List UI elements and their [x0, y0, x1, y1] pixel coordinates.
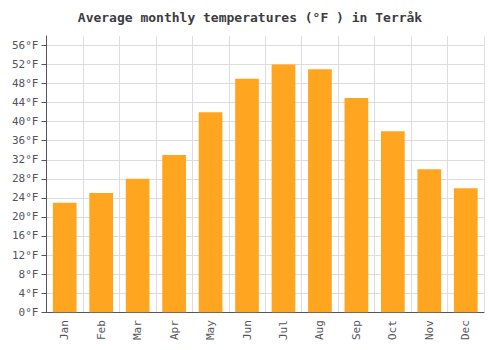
svg-text:Dec: Dec [459, 320, 472, 340]
svg-text:May: May [204, 320, 217, 340]
svg-text:Jan: Jan [58, 320, 71, 340]
svg-text:8°F: 8°F [19, 268, 39, 281]
svg-text:Average monthly temperatures (: Average monthly temperatures (°F ) in Te… [78, 10, 423, 25]
svg-text:56°F: 56°F [12, 39, 39, 52]
svg-text:32°F: 32°F [12, 153, 39, 166]
svg-text:24°F: 24°F [12, 191, 39, 204]
svg-text:0°F: 0°F [19, 306, 39, 319]
svg-text:Sep: Sep [350, 320, 363, 340]
svg-text:4°F: 4°F [19, 287, 39, 300]
svg-text:Aug: Aug [313, 320, 326, 340]
svg-text:Jul: Jul [277, 320, 290, 340]
svg-text:44°F: 44°F [12, 96, 39, 109]
svg-text:36°F: 36°F [12, 134, 39, 147]
svg-text:20°F: 20°F [12, 210, 39, 223]
svg-text:40°F: 40°F [12, 115, 39, 128]
svg-text:Feb: Feb [95, 320, 108, 340]
svg-text:Apr: Apr [168, 320, 181, 340]
svg-text:28°F: 28°F [12, 172, 39, 185]
svg-text:Mar: Mar [131, 320, 144, 340]
svg-text:Nov: Nov [423, 320, 436, 340]
svg-text:52°F: 52°F [12, 58, 39, 71]
svg-text:12°F: 12°F [12, 249, 39, 262]
svg-text:Oct: Oct [386, 320, 399, 340]
svg-text:16°F: 16°F [12, 229, 39, 242]
svg-text:Jun: Jun [241, 320, 254, 340]
svg-text:48°F: 48°F [12, 77, 39, 90]
